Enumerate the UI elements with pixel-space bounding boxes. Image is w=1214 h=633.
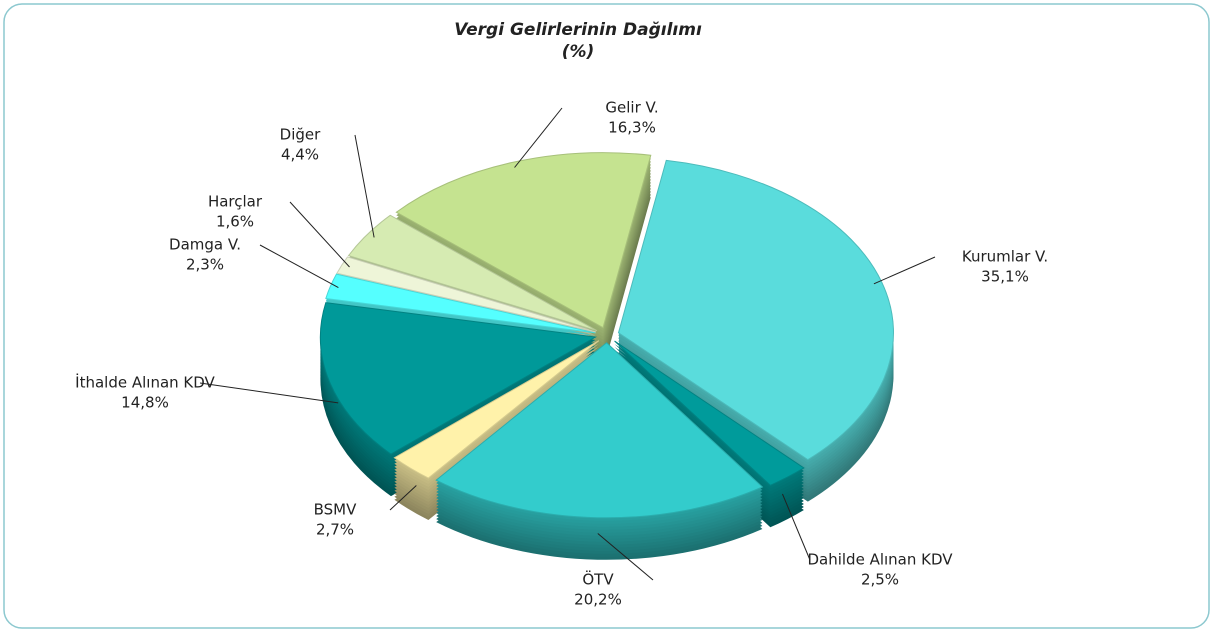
slice <box>393 340 600 479</box>
slice-label: Dahilde Alınan KDV <box>807 551 953 569</box>
slice <box>319 302 597 455</box>
slice-label: Gelir V. <box>605 99 658 117</box>
leader-line <box>873 256 936 285</box>
slice-value-label: 14,8% <box>121 394 169 412</box>
slice-value-label: 2,7% <box>316 521 354 539</box>
slice-label: İthalde Alınan KDV <box>75 373 215 392</box>
leader-line <box>781 493 811 561</box>
slice <box>435 342 764 519</box>
slice-label: Damga V. <box>169 236 241 254</box>
slice-value-label: 2,5% <box>861 571 899 589</box>
leader-line <box>389 485 417 511</box>
slice <box>325 273 596 334</box>
leader-line <box>259 244 339 289</box>
slice-label: Harçlar <box>208 193 263 211</box>
slice-value-label: 20,2% <box>574 591 622 609</box>
slice <box>347 214 598 332</box>
chart-subtitle: (%) <box>562 42 595 62</box>
chart-title: Vergi Gelirlerinin Dağılımı <box>454 20 702 40</box>
slice-value-label: 1,6% <box>216 213 254 231</box>
slice-value-label: 35,1% <box>981 268 1029 286</box>
slice-value-label: 4,4% <box>281 146 319 164</box>
slice <box>395 152 652 329</box>
slice <box>614 340 805 486</box>
leader-line <box>289 201 350 268</box>
slice-value-label: 16,3% <box>608 119 656 137</box>
slice-label: ÖTV <box>582 570 614 589</box>
slice-label: Kurumlar V. <box>962 248 1048 266</box>
leader-line <box>514 107 563 168</box>
leader-line <box>199 382 339 404</box>
slice <box>336 256 597 333</box>
slice-label: Diğer <box>280 126 321 144</box>
slice <box>617 159 894 461</box>
slice-value-label: 2,3% <box>186 256 224 274</box>
slice-label: BSMV <box>314 501 357 519</box>
leader-line <box>597 533 654 581</box>
leader-line <box>354 134 375 238</box>
